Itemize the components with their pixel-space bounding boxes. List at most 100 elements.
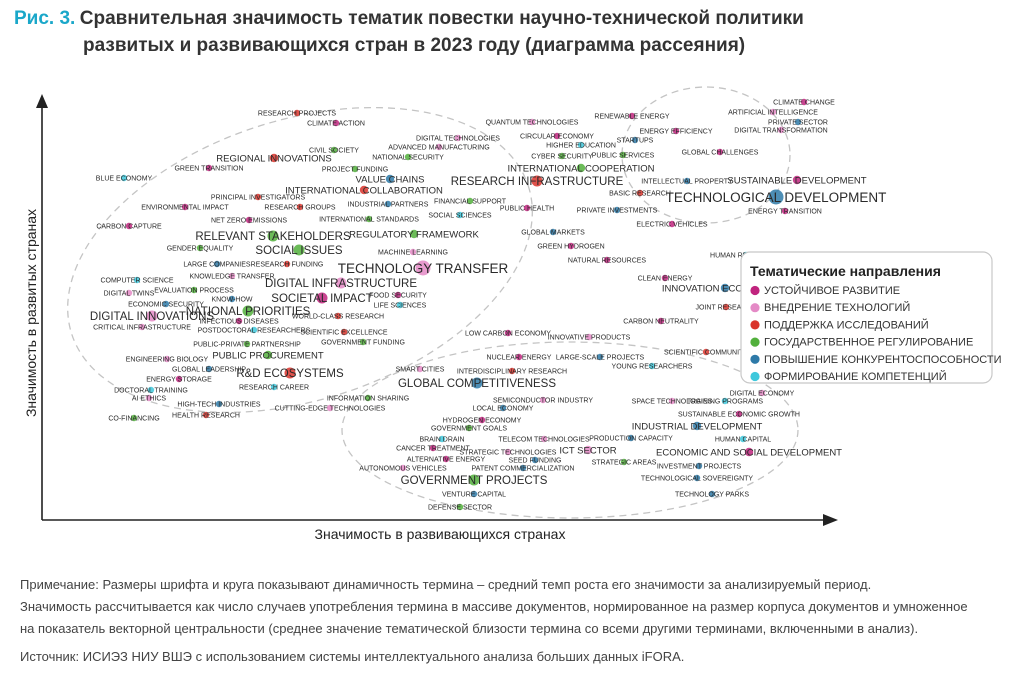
point-label: AUTONOMOUS VEHICLES (359, 466, 447, 473)
point-marker (672, 127, 680, 135)
point-marker (583, 445, 593, 455)
data-point: INNOVATION ECOSYSTEMS (662, 283, 788, 294)
point-label: SEED FUNDING (509, 458, 562, 465)
point-label: BLUE ECONOMY (96, 176, 153, 183)
point-marker (163, 355, 171, 363)
point-label: INFECTIOUS DISEASES (199, 319, 279, 326)
data-point: INTERDISCIPLINARY RESEARCH (457, 367, 567, 376)
data-point: CLEAN ENERGY (638, 274, 693, 283)
data-point: COMPUTER SCIENCE (100, 276, 174, 285)
point-marker (283, 260, 291, 268)
point-marker (468, 474, 480, 486)
data-point: PRIVATE SECTOR (768, 118, 828, 127)
point-marker (454, 134, 462, 142)
point-marker (577, 141, 585, 149)
point-marker (215, 400, 223, 408)
data-point: BLUE ECONOMY (96, 174, 153, 183)
point-label: ADVANCED MANUFACTURING (388, 145, 489, 152)
data-point: CLIMATE ACTION (307, 119, 365, 128)
point-label: GLOBAL COMPETITIVENESS (398, 378, 556, 390)
data-point: SEED FUNDING (509, 456, 562, 465)
cluster-ellipse-developed (67, 106, 533, 414)
point-label: CIRCULAR ECONOMY (520, 134, 594, 141)
point-marker (365, 215, 373, 223)
data-point: INTERNATIONAL COOPERATION (507, 163, 654, 174)
point-marker (720, 283, 730, 293)
point-marker (146, 310, 158, 322)
legend: Тематические направления УСТОЙЧИВОЕ РАЗВ… (740, 251, 1002, 384)
point-marker (758, 389, 766, 397)
point-marker (777, 126, 785, 134)
figure-title-line2: развитых и развивающихся стран в 2023 го… (83, 35, 746, 56)
data-point: ENERGY STORAGE (146, 375, 212, 384)
data-point: INFECTIOUS DISEASES (199, 317, 279, 326)
point-label: CANCER TREATMENT (396, 446, 470, 453)
data-point: DIGITAL TWINS (104, 289, 155, 298)
point-label: INTERNATIONAL COLLABORATION (285, 185, 443, 196)
data-point: DIGITAL INNOVATIONS (90, 310, 214, 323)
point-marker (409, 229, 419, 239)
point-marker (316, 292, 328, 304)
point-marker (130, 414, 138, 422)
point-marker (213, 260, 221, 268)
point-label: AI ETHICS (132, 396, 167, 403)
data-point: DIGITAL TECHNOLOGIES (416, 134, 500, 143)
point-label: HUMAN CAPITAL (715, 437, 771, 444)
point-marker (205, 164, 213, 172)
point-label: GOVERNMENT FUNDING (321, 340, 405, 347)
point-marker (539, 396, 547, 404)
data-point: GOVERNMENT FUNDING (321, 338, 405, 347)
point-marker (384, 200, 392, 208)
point-label: SCIENTIFIC COMMUNITY (664, 350, 748, 357)
point-marker (553, 132, 561, 140)
data-point: YOUNG RESEARCHERS (612, 362, 693, 371)
data-point: CUTTING-EDGE TECHNOLOGIES (275, 404, 386, 413)
data-point: GOVERNMENT GOALS (431, 424, 507, 433)
data-point: INVESTMENT PROJECTS (657, 462, 741, 471)
point-marker (627, 434, 635, 442)
point-label: RESEARCH CAREER (239, 385, 309, 392)
data-point: PRIVATE INVESTMENTS (577, 206, 658, 215)
data-point: LIFE SCIENCES (374, 301, 427, 310)
point-label: PROJECT FUNDING (322, 167, 388, 174)
point-marker (359, 185, 369, 195)
point-label: TECHNOLOGY TRANSFER (338, 261, 509, 276)
point-label: ENERGY TRANSITION (748, 209, 822, 216)
point-marker (228, 295, 236, 303)
point-label: CLEAN ENERGY (638, 276, 693, 283)
data-point: DEFENSE SECTOR (428, 503, 492, 512)
data-point: HEALTH RESEARCH (172, 411, 240, 420)
point-marker (120, 174, 128, 182)
data-point: GLOBAL COMPETITIVENESS (398, 377, 556, 390)
data-point: STRATEGIC TECHNOLOGIES (460, 448, 557, 457)
data-point: TECHNOLOGY PARKS (675, 490, 749, 499)
point-label: SUSTAINABLE DEVELOPMENT (727, 175, 866, 186)
data-point: INTERNATIONAL STANDARDS (319, 215, 419, 224)
point-label: LOW CARBON ECONOMY (465, 331, 551, 338)
data-point: STRATEGIC AREAS (592, 458, 657, 467)
point-marker (293, 244, 305, 256)
data-point: SEMICONDUCTOR INDUSTRY (493, 396, 593, 405)
point-marker (508, 367, 516, 375)
y-axis-arrow (36, 94, 48, 108)
point-label: LARGE-SCALE PROJECTS (556, 355, 645, 362)
point-marker (657, 317, 665, 325)
data-point: PUBLIC-PRIVATE PARTNERSHIP (193, 340, 301, 349)
point-label: VALUE CHAINS (356, 174, 425, 185)
point-marker (245, 216, 253, 224)
point-marker (466, 197, 474, 205)
point-marker (576, 163, 586, 173)
data-point: PUBLIC HEALTH (500, 204, 554, 213)
data-point: PRODUCTION CAPACITY (589, 434, 673, 443)
point-marker (228, 272, 236, 280)
data-point: HUMAN CAPITAL (715, 435, 771, 444)
point-marker (250, 326, 258, 334)
point-marker (708, 490, 716, 498)
data-point: CYBER SECURITY (531, 152, 593, 161)
point-label: WORLD-CLASS RESEARCH (292, 314, 384, 321)
cluster-ellipse-top-right (621, 86, 791, 224)
data-point: CRITICAL INFRASTRUCTURE (93, 323, 191, 332)
point-label: TECHNOLOGY PARKS (675, 492, 749, 499)
point-label: PUBLIC PROCUREMENT (212, 350, 324, 361)
point-marker (504, 448, 512, 456)
